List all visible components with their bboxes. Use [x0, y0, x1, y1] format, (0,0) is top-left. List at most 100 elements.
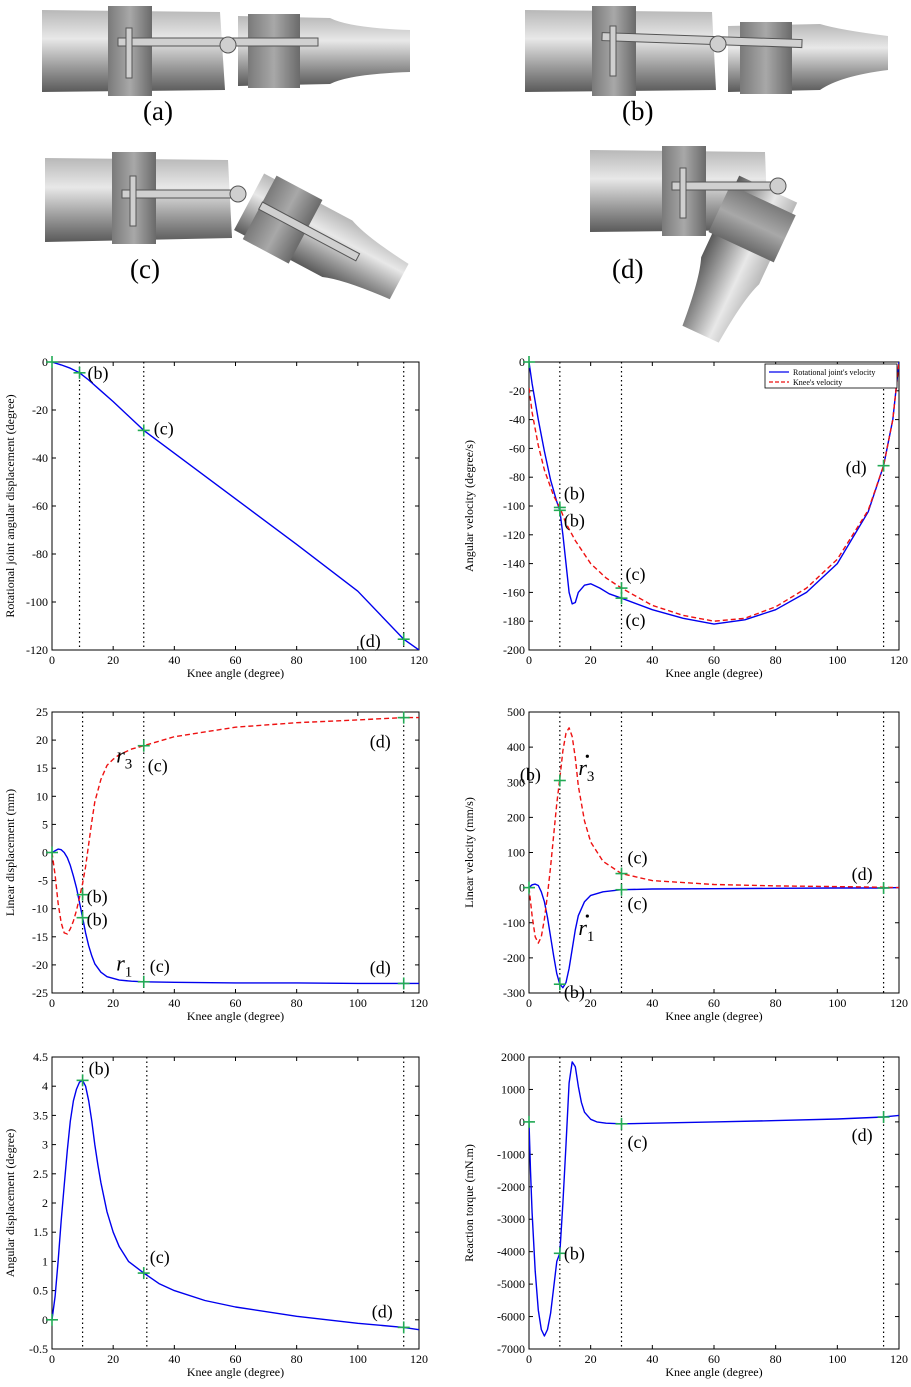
- y-tick-label: -20: [509, 384, 525, 398]
- y-tick-label: 300: [507, 775, 525, 789]
- y-tick-label: 0: [519, 881, 525, 895]
- point-label-d: (d): [846, 458, 867, 479]
- x-tick-label: 0: [526, 996, 532, 1010]
- y-tick-label: 0: [519, 1115, 525, 1129]
- curve-label-subscript: 1: [587, 929, 595, 945]
- y-axis-label: Angular velocity (degree/s): [462, 440, 476, 572]
- axes-box: [528, 1056, 900, 1350]
- y-tick-label: 2: [42, 1196, 48, 1210]
- y-tick-label: -160: [503, 585, 525, 599]
- series-line-0: [52, 848, 419, 985]
- series-line-0: [529, 1061, 899, 1337]
- y-tick-label: -100: [26, 595, 48, 609]
- x-tick-label: 80: [770, 1352, 782, 1366]
- x-axis-label: Knee angle (degree): [187, 1365, 284, 1379]
- point-label-b: (b): [520, 764, 541, 785]
- y-tick-label: 5: [42, 817, 48, 831]
- brace-c: [45, 152, 409, 300]
- x-tick-label: 80: [291, 1352, 303, 1366]
- y-tick-label: 2000: [501, 1050, 525, 1064]
- curve-label-r3: r3: [116, 743, 132, 773]
- y-tick-label: 3: [42, 1138, 48, 1152]
- x-tick-label: 0: [49, 1352, 55, 1366]
- y-tick-label: 0: [42, 355, 48, 369]
- y-tick-label: 400: [507, 740, 525, 754]
- x-tick-label: 80: [291, 653, 303, 667]
- brace-b: [525, 6, 888, 96]
- y-tick-label: -6000: [497, 1310, 525, 1324]
- y-tick-label: -200: [503, 643, 525, 657]
- curve-label-r1: r1: [578, 915, 594, 945]
- x-tick-label: 20: [585, 1352, 597, 1366]
- x-tick-label: 120: [890, 653, 908, 667]
- x-tick-label: 60: [230, 1352, 242, 1366]
- x-axis-label: Knee angle (degree): [665, 666, 762, 680]
- y-tick-label: -140: [503, 557, 525, 571]
- point-label-c: (c): [626, 610, 646, 631]
- chart-linear-displacement: 0 20 40 60 80 100 120 -25 -20 -15 -10 -5 0 5 10 15 20 25 K…: [3, 705, 428, 1023]
- x-tick-label: 120: [410, 996, 428, 1010]
- y-tick-label: -40: [32, 451, 48, 465]
- illustration-label-d: (d): [612, 254, 644, 284]
- x-tick-label: 80: [770, 653, 782, 667]
- point-label-c: (c): [150, 956, 170, 977]
- y-tick-label: -5: [38, 874, 48, 888]
- illustration-label-a: (a): [143, 96, 173, 126]
- y-tick-label: 100: [507, 846, 525, 860]
- y-tick-label: 0: [42, 1313, 48, 1327]
- series-group: [52, 716, 419, 985]
- y-tick-label: -120: [26, 643, 48, 657]
- y-tick-label: -180: [503, 614, 525, 628]
- x-tick-label: 120: [410, 653, 428, 667]
- y-tick-label: 2.5: [33, 1167, 48, 1181]
- point-label-d: (d): [852, 864, 873, 885]
- y-axis-label: Linear velocity (mm/s): [462, 797, 476, 908]
- y-axis-label: Rotational joint angular displacement (d…: [3, 394, 17, 617]
- curve-label-letter: r: [578, 755, 587, 780]
- x-tick-label: 120: [890, 996, 908, 1010]
- point-label-b: (b): [87, 910, 108, 931]
- y-tick-label: 4: [42, 1079, 48, 1093]
- chart-rotational-displacement: 0 20 40 60 80 100 120 -120 -100 -80 -60 -40 -20 0 Knee…: [3, 355, 428, 680]
- axes-box: [51, 711, 420, 994]
- series-line-0: [529, 362, 899, 625]
- x-tick-label: 100: [349, 996, 367, 1010]
- series-group: [52, 362, 419, 650]
- x-axis-label: Knee angle (degree): [665, 1365, 762, 1379]
- y-tick-label: 500: [507, 705, 525, 719]
- knee-brace-illustrations: (a) (b) (c) (d): [0, 0, 911, 345]
- y-tick-label: -120: [503, 528, 525, 542]
- y-tick-label: -4000: [497, 1245, 525, 1259]
- x-tick-label: 40: [646, 996, 658, 1010]
- y-tick-label: -300: [503, 986, 525, 1000]
- y-tick-label: -25: [32, 986, 48, 1000]
- y-tick-label: -20: [32, 958, 48, 972]
- knee-brace-drawings: [42, 6, 888, 343]
- x-tick-label: 120: [410, 1352, 428, 1366]
- legend-entry-1: Knee's velocity: [793, 378, 842, 387]
- point-label-c: (c): [628, 848, 648, 869]
- series-line-0: [529, 883, 899, 989]
- point-label-b: (b): [564, 510, 585, 531]
- y-tick-label: 15: [36, 761, 48, 775]
- x-tick-label: 60: [230, 996, 242, 1010]
- y-tick-label: -7000: [497, 1342, 525, 1356]
- point-label-c: (c): [626, 564, 646, 585]
- y-tick-label: -15: [32, 930, 48, 944]
- y-tick-label: 0: [42, 846, 48, 860]
- y-tick-label: -5000: [497, 1277, 525, 1291]
- y-tick-label: 4.5: [33, 1050, 48, 1064]
- point-label-c: (c): [150, 1247, 170, 1268]
- x-tick-label: 40: [168, 1352, 180, 1366]
- brace-d: [590, 146, 798, 343]
- axes-box: [51, 1056, 420, 1350]
- y-tick-label: 10: [36, 789, 48, 803]
- y-tick-label: -40: [509, 413, 525, 427]
- x-tick-label: 20: [585, 653, 597, 667]
- curve-label-subscript: 3: [587, 769, 595, 785]
- x-tick-label: 40: [646, 653, 658, 667]
- legend-box: [764, 363, 898, 389]
- y-tick-label: -3000: [497, 1212, 525, 1226]
- x-tick-label: 60: [708, 996, 720, 1010]
- point-label-b: (b): [564, 483, 585, 504]
